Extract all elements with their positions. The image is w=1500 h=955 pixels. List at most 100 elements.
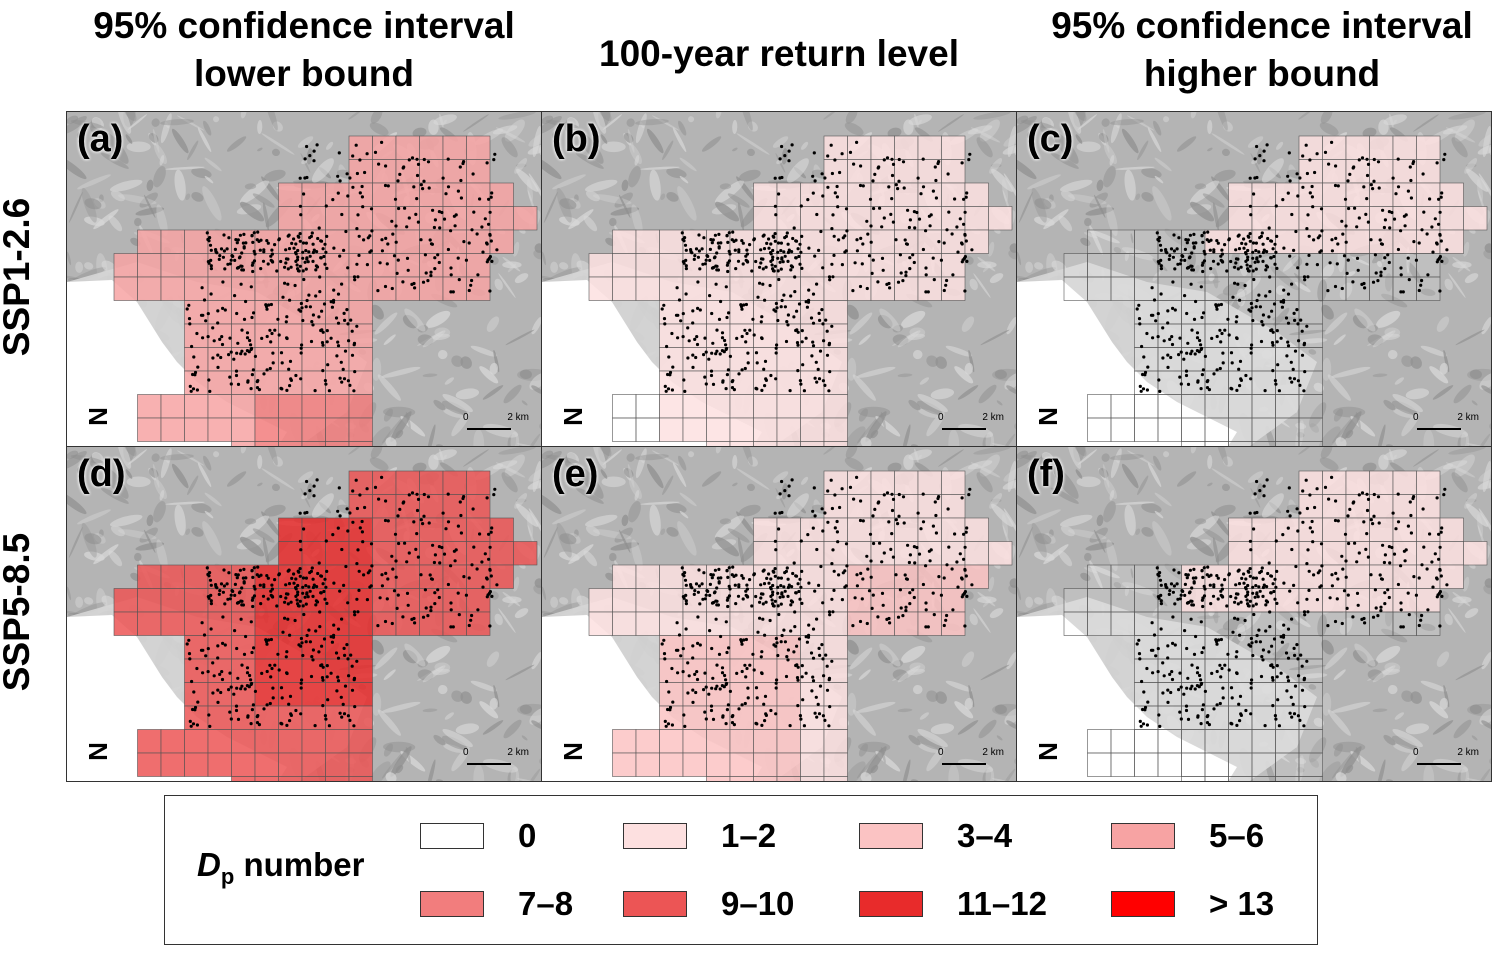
event-point [220, 677, 225, 682]
event-point [1167, 257, 1171, 261]
grid-cell [964, 541, 989, 566]
event-point [765, 241, 769, 245]
grid-cell [729, 394, 754, 419]
event-point [350, 353, 355, 357]
event-point [1362, 185, 1366, 189]
grid-cell [184, 729, 209, 754]
event-point [1173, 308, 1177, 312]
grid-cell [753, 394, 778, 419]
terrain-relief [801, 141, 809, 150]
event-point [1269, 328, 1273, 333]
grid-cell [706, 441, 731, 446]
terrain-relief [1313, 382, 1325, 392]
event-point [488, 255, 492, 259]
event-point [216, 656, 220, 660]
grid-cell [278, 206, 303, 231]
terrain-relief [451, 746, 470, 772]
event-point [314, 599, 318, 603]
event-point [1161, 326, 1165, 330]
event-point [677, 298, 682, 302]
terrain-relief [67, 251, 72, 266]
event-point [229, 717, 233, 721]
event-point [329, 671, 333, 675]
event-point [397, 206, 401, 211]
grid-cell [964, 182, 989, 207]
grid-cell [442, 135, 467, 160]
event-point [287, 367, 291, 371]
terrain-relief [1393, 408, 1414, 418]
event-point [1286, 174, 1290, 178]
event-point [907, 225, 911, 230]
event-point [1157, 261, 1161, 265]
grid-cell [1087, 253, 1112, 278]
event-point [255, 386, 260, 390]
grid-cell [1181, 441, 1206, 446]
event-point [208, 243, 213, 247]
event-point [227, 353, 231, 357]
terrain-relief [146, 179, 154, 192]
event-point [483, 552, 487, 556]
grid-cell [894, 564, 919, 589]
grid-cell [612, 588, 637, 613]
event-point [1212, 250, 1216, 254]
terrain-relief [165, 166, 205, 170]
terrain-relief [852, 709, 876, 736]
event-point [725, 233, 729, 238]
grid-cell [207, 611, 232, 636]
event-point [1184, 373, 1189, 378]
terrain-relief [381, 366, 421, 378]
event-point [1200, 315, 1204, 320]
grid-cell [823, 658, 848, 683]
event-point [228, 671, 232, 675]
event-point [269, 254, 273, 258]
terrain-relief [1333, 408, 1344, 422]
event-point [393, 197, 398, 201]
event-point [716, 241, 720, 245]
event-point [266, 241, 270, 245]
grid-cell [419, 470, 444, 495]
event-point [795, 341, 800, 345]
terrain-relief [504, 119, 525, 142]
event-point [305, 592, 309, 596]
event-point [437, 210, 441, 214]
event-point [205, 231, 209, 235]
event-point [249, 387, 253, 391]
terrain-relief [204, 175, 214, 184]
grid-cell [776, 206, 801, 231]
event-point [370, 564, 374, 568]
event-point [1191, 268, 1195, 272]
event-point [700, 247, 704, 251]
terrain-relief [970, 462, 1001, 478]
terrain-relief [662, 140, 674, 161]
grid-cell [894, 517, 919, 542]
terrain-relief [575, 152, 604, 169]
terrain-relief [930, 388, 955, 400]
terrain-relief [514, 493, 528, 509]
event-point [1351, 280, 1355, 284]
event-point [1445, 248, 1449, 252]
event-point [195, 723, 199, 727]
event-point [967, 158, 971, 162]
event-point [1365, 157, 1369, 161]
event-point [209, 248, 213, 252]
grid-cell [941, 182, 966, 207]
terrain-relief [542, 586, 547, 601]
event-point [285, 315, 289, 319]
grid-cell [278, 417, 303, 442]
event-point [493, 487, 497, 491]
event-point [470, 228, 474, 232]
event-point [462, 495, 466, 499]
terrain-relief [976, 472, 993, 493]
terrain-relief [153, 166, 166, 188]
event-point [257, 723, 261, 727]
event-point [304, 249, 308, 253]
terrain-relief [1014, 422, 1016, 430]
event-point [728, 354, 732, 358]
event-point [795, 309, 799, 313]
event-point [283, 600, 287, 604]
terrain-relief [1197, 280, 1221, 284]
event-point [1186, 341, 1190, 345]
event-point [225, 247, 229, 251]
terrain-relief [494, 613, 503, 626]
